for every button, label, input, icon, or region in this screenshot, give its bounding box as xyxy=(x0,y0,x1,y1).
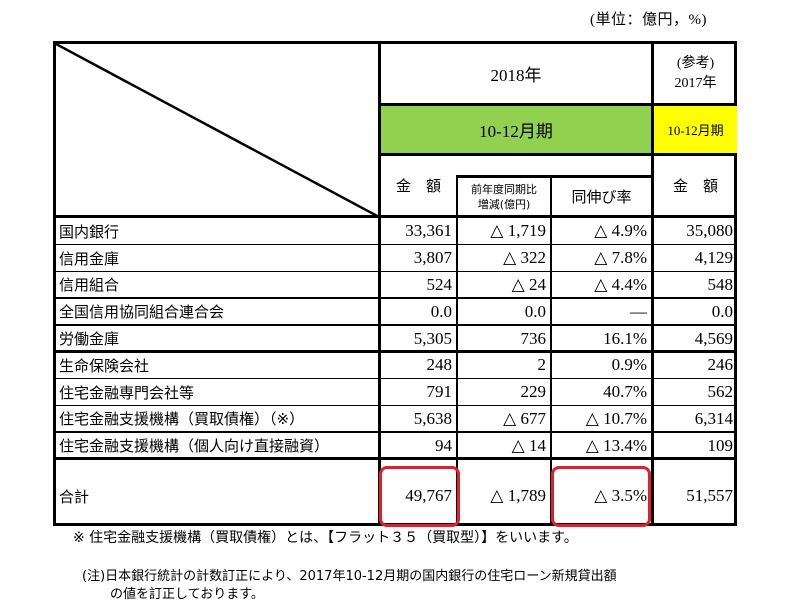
row-amount-2017: 548 xyxy=(707,274,734,294)
col-amount-header: 金 額 xyxy=(395,179,441,195)
row-growth: △ 4.4% xyxy=(594,274,647,294)
total-growth: △ 3.5% xyxy=(594,486,647,505)
mortgage-table: 2018年 (参考) 2017年 10-12月期 10-12月期 金 額 前年度… xyxy=(53,41,737,526)
highlight-total-amount xyxy=(379,466,460,527)
row-amount-2017: 0.0 xyxy=(711,301,733,321)
row-growth: 16.1% xyxy=(603,328,647,348)
row-amount-2017: 4,569 xyxy=(694,328,733,348)
row-amount: 248 xyxy=(426,355,453,375)
note-line1: (注)日本銀行統計の計数訂正により、2017年10-12月期の国内銀行の住宅ロー… xyxy=(82,569,617,584)
period-2018-header: 10-12月期 xyxy=(381,106,651,153)
reference-label: (参考) xyxy=(676,55,715,71)
row-amount: 33,361 xyxy=(405,221,452,241)
row-growth: △ 10.7% xyxy=(585,408,647,428)
row-growth: △ 7.8% xyxy=(594,248,647,268)
row-change: 2 xyxy=(537,355,547,375)
row-label: 全国信用協同組合連合会 xyxy=(59,303,225,322)
row-growth: 0.9% xyxy=(611,355,647,375)
row-amount-2017: 562 xyxy=(707,382,734,402)
total-label: 合計 xyxy=(59,487,90,506)
row-label: 信用金庫 xyxy=(59,249,120,268)
row-amount-2017: 35,080 xyxy=(686,221,733,241)
col-change-header: 前年度同期比 増減(億円) xyxy=(458,178,550,215)
row-amount-2017: 246 xyxy=(707,355,734,375)
row-amount-2017: 4,129 xyxy=(694,248,733,268)
col-amount-2017-header: 金 額 xyxy=(672,179,718,195)
row-amount-2017: 6,314 xyxy=(694,408,733,428)
row-amount: 0.0 xyxy=(430,301,452,321)
total-change: △ 1,789 xyxy=(490,486,546,505)
row-change: △ 24 xyxy=(511,274,546,294)
row-growth: 40.7% xyxy=(603,382,647,402)
period-2017-header: 10-12月期 xyxy=(654,106,737,153)
year-2017-label: 2017年 xyxy=(674,75,717,91)
row-label: 住宅金融専門会社等 xyxy=(59,383,195,402)
row-amount: 791 xyxy=(426,382,453,402)
row-label: 住宅金融支援機構（個人向け直接融資） xyxy=(59,437,330,456)
footnote: ※ 住宅金融支援機構（買取債権）とは、【フラット３５（買取型）】をいいます。 xyxy=(73,530,578,546)
row-label: 生命保険会社 xyxy=(59,356,150,375)
unit-label: (単位：億円，%) xyxy=(590,12,707,28)
total-amount: 49,767 xyxy=(405,486,452,505)
row-growth: — xyxy=(630,301,647,321)
col-change-line2: 増減(億円) xyxy=(477,197,531,211)
row-amount: 3,807 xyxy=(413,248,452,268)
row-change: △ 322 xyxy=(503,248,546,268)
row-change: △ 677 xyxy=(503,408,546,428)
total-amount-2017: 51,557 xyxy=(686,486,733,505)
row-growth: △ 13.4% xyxy=(585,435,647,455)
row-amount: 5,638 xyxy=(413,408,452,428)
row-change: △ 1,719 xyxy=(490,221,546,241)
row-growth: △ 4.9% xyxy=(594,221,647,241)
row-label: 信用組合 xyxy=(59,276,120,295)
col-change-line1: 前年度同期比 xyxy=(471,182,537,196)
row-change: △ 14 xyxy=(511,435,546,455)
col-growth-header: 同伸び率 xyxy=(571,188,632,206)
highlight-total-growth xyxy=(551,466,651,527)
row-change: 0.0 xyxy=(524,301,546,321)
row-amount: 524 xyxy=(426,274,453,294)
row-change: 736 xyxy=(520,328,547,348)
note-line2: の値を訂正しております。 xyxy=(110,587,264,602)
row-label: 労働金庫 xyxy=(59,330,120,349)
row-label: 住宅金融支援機構（買取債権）（※） xyxy=(59,410,305,429)
diagonal-line xyxy=(56,44,381,218)
reference-2017-header: (参考) 2017年 xyxy=(654,44,737,103)
row-change: 229 xyxy=(520,382,547,402)
year-2018-header: 2018年 xyxy=(490,66,542,85)
row-amount: 94 xyxy=(435,435,452,455)
row-label: 国内銀行 xyxy=(59,222,120,241)
row-amount-2017: 109 xyxy=(707,435,734,455)
row-amount: 5,305 xyxy=(413,328,452,348)
